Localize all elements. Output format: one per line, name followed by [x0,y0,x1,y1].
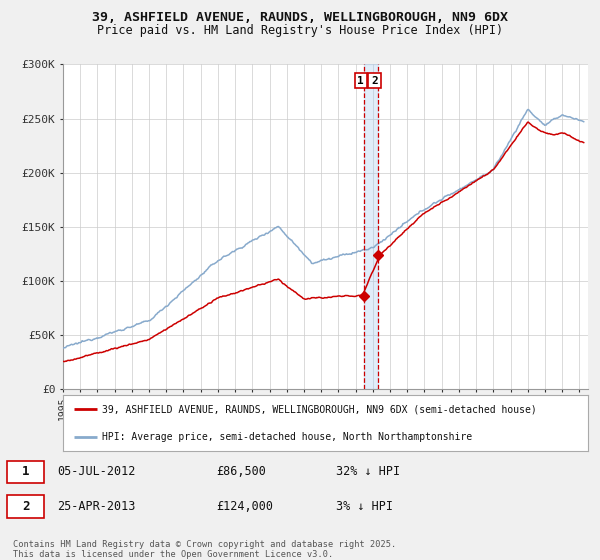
Text: 39, ASHFIELD AVENUE, RAUNDS, WELLINGBOROUGH, NN9 6DX: 39, ASHFIELD AVENUE, RAUNDS, WELLINGBORO… [92,11,508,24]
Text: 39, ASHFIELD AVENUE, RAUNDS, WELLINGBOROUGH, NN9 6DX (semi-detached house): 39, ASHFIELD AVENUE, RAUNDS, WELLINGBORO… [103,404,537,414]
FancyBboxPatch shape [7,460,44,483]
Text: £86,500: £86,500 [216,465,266,478]
Text: 1: 1 [22,465,29,478]
Text: HPI: Average price, semi-detached house, North Northamptonshire: HPI: Average price, semi-detached house,… [103,432,473,442]
FancyBboxPatch shape [7,496,44,517]
Text: 2: 2 [22,500,29,513]
Text: 05-JUL-2012: 05-JUL-2012 [57,465,136,478]
Text: 1: 1 [358,76,364,86]
Text: £124,000: £124,000 [216,500,273,513]
Text: 3% ↓ HPI: 3% ↓ HPI [336,500,393,513]
Text: 25-APR-2013: 25-APR-2013 [57,500,136,513]
Text: Contains HM Land Registry data © Crown copyright and database right 2025.: Contains HM Land Registry data © Crown c… [13,540,397,549]
Text: 2: 2 [371,76,378,86]
Text: This data is licensed under the Open Government Licence v3.0.: This data is licensed under the Open Gov… [13,550,334,559]
Text: Price paid vs. HM Land Registry's House Price Index (HPI): Price paid vs. HM Land Registry's House … [97,24,503,36]
Bar [364,64,379,389]
Text: 32% ↓ HPI: 32% ↓ HPI [336,465,400,478]
